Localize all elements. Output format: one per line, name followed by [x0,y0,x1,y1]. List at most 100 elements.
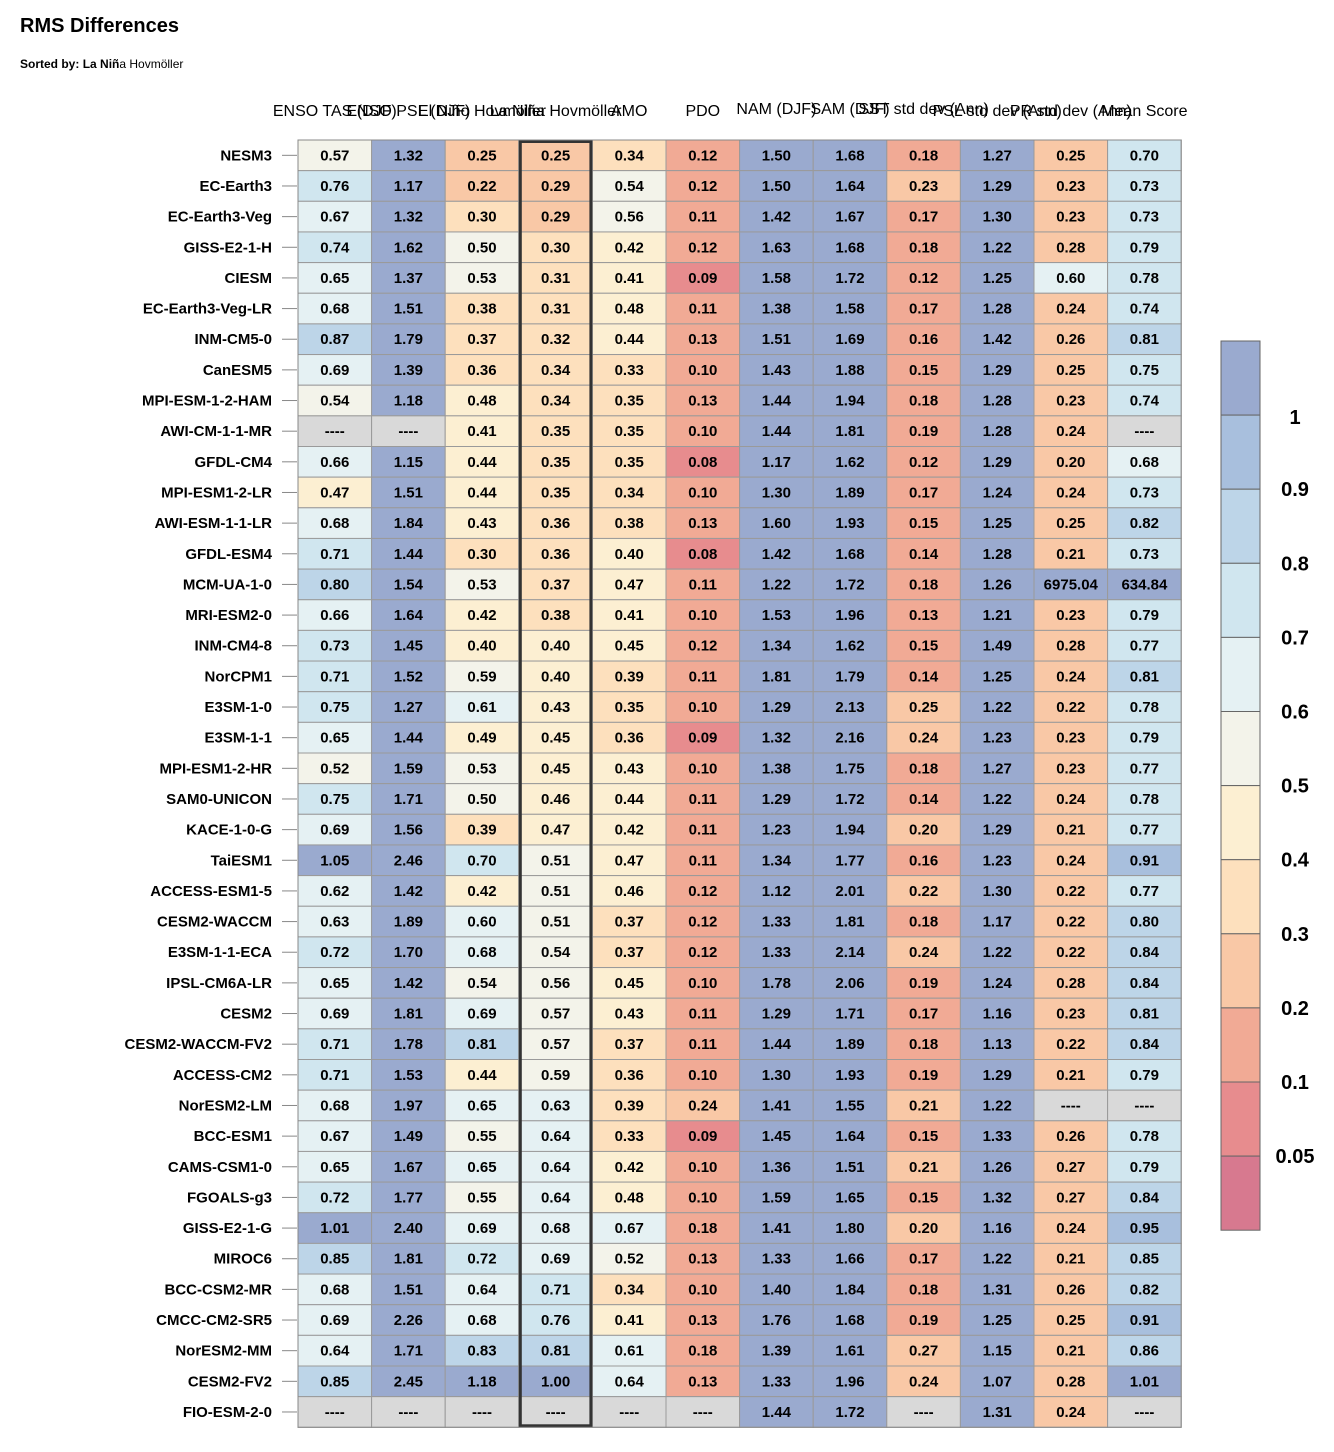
cell-value: 1.36 [762,1159,791,1176]
cell-value: 0.34 [615,147,645,164]
cell-value: 1.16 [983,1220,1012,1237]
cell-value: 1.93 [835,1067,864,1084]
cell-value: 0.79 [1130,607,1159,624]
cell-value: 0.15 [909,1189,938,1206]
row-label-inm-cm5-0: INM-CM5-0 [195,331,273,348]
cell-value: 0.08 [688,546,717,563]
heatmap-cell [1107,1120,1182,1152]
cell-value: 0.41 [467,423,496,440]
cell-value: 0.76 [541,1312,570,1329]
heatmap-cell [444,200,520,233]
cell-value: 1.51 [394,1281,423,1298]
heatmap-cell [371,783,446,815]
cell-value: 1.63 [762,239,791,256]
cell-value: 1.44 [762,1404,792,1421]
heatmap-cell [739,936,814,969]
cell-value: 1.64 [835,1128,865,1145]
cell-value: 0.35 [615,699,644,716]
cell-value: ---- [1134,423,1154,440]
heatmap-cell [591,139,667,172]
heatmap-cell [959,967,1035,999]
heatmap-cell [591,1089,667,1122]
cell-value: 0.31 [541,301,570,318]
cell-value: 1.44 [762,1036,792,1053]
heatmap-cell [886,231,961,264]
cell-value: 0.55 [467,1128,496,1145]
cell-value: 0.69 [320,362,349,379]
row-label-ipsl-cm6a-lr: IPSL-CM6A-LR [166,975,272,992]
heatmap-cell [1033,1059,1109,1091]
cell-value: 0.81 [467,1036,496,1053]
cell-value: 0.73 [1130,484,1159,501]
column-label-el-ni-o-hovm-ller: El Niño Hovmöller [418,103,547,120]
heatmap-cell [518,691,593,723]
cell-value: 0.12 [688,147,717,164]
heatmap-cell [665,905,741,938]
cell-value: 0.23 [1056,730,1085,747]
cell-value: 1.32 [762,730,791,747]
cell-value: 0.68 [320,1097,349,1114]
cell-value: 0.10 [688,1281,717,1298]
cell-value: ---- [914,1404,934,1421]
heatmap-cell [297,752,373,785]
chart-subtitle: Sorted by: La Niña Hovmöller [20,57,183,71]
cell-value: 0.68 [320,515,349,532]
heatmap-cell [959,660,1035,693]
row-label-cams-csm1-0: CAMS-CSM1-0 [168,1159,272,1176]
cell-value: 0.10 [688,699,717,716]
cell-value: ---- [619,1404,639,1421]
cell-value: 0.35 [615,393,644,410]
cell-value: 0.78 [1130,270,1159,287]
cell-value: 0.15 [909,1128,938,1145]
heatmap-cell [959,721,1035,754]
heatmap-cell [812,1028,888,1060]
cell-value: 0.25 [909,699,938,716]
cell-value: 0.91 [1130,852,1159,869]
cell-value: 0.12 [688,239,717,256]
row-label-ciesm: CIESM [224,270,272,287]
row-label-inm-cm4-8: INM-CM4-8 [195,638,273,655]
cell-value: 0.11 [689,209,717,226]
heatmap-cell [959,936,1035,969]
row-label-nesm3: NESM3 [220,147,272,164]
heatmap-cell [886,752,961,785]
cell-value: 1.40 [762,1281,791,1298]
heatmap-cell [739,1181,814,1214]
heatmap-cell [591,1396,667,1428]
cell-value: 0.19 [909,423,938,440]
cell-value: 0.39 [615,1097,644,1114]
cell-value: 0.57 [541,1006,570,1023]
cell-value: 0.24 [1056,1220,1086,1237]
heatmap-cell [959,476,1035,509]
heatmap-cell [1107,1181,1182,1214]
cell-value: 0.34 [541,362,571,379]
heatmap-cell [591,936,667,969]
heatmap-cell [812,997,888,1030]
cell-value: 1.88 [835,362,864,379]
cell-value: 0.83 [467,1343,496,1360]
cell-value: 1.28 [983,301,1012,318]
cell-value: 0.40 [467,638,496,655]
cell-value: 2.06 [835,975,864,992]
cell-value: 0.18 [909,576,938,593]
cell-value: 0.53 [467,760,496,777]
heatmap-cell [1107,967,1182,999]
colorbar: 1 0.9 0.8 0.7 0.6 0.5 0.4 0.3 0.2 0.1 0.05 [1220,340,1314,1231]
row-label-giss-e2-1-h: GISS-E2-1-H [184,239,272,256]
cell-value: 634.84 [1121,576,1168,593]
heatmap-cell [812,905,888,938]
cell-value: 0.81 [1130,668,1159,685]
cell-value: 0.24 [1056,852,1086,869]
cell-value: 0.25 [1056,147,1085,164]
heatmap-cell [739,660,814,693]
heatmap-cell [1107,1396,1182,1428]
cell-value: 0.27 [909,1343,938,1360]
cell-value: 0.60 [1056,270,1085,287]
cell-value: 0.18 [688,1343,717,1360]
cell-value: 1.51 [394,301,423,318]
cell-value: 0.84 [1130,1036,1160,1053]
cell-value: 1.75 [835,760,864,777]
cell-value: 1.51 [835,1159,864,1176]
heatmap-cell [1033,1150,1109,1183]
cell-value: 0.25 [1056,1312,1085,1329]
